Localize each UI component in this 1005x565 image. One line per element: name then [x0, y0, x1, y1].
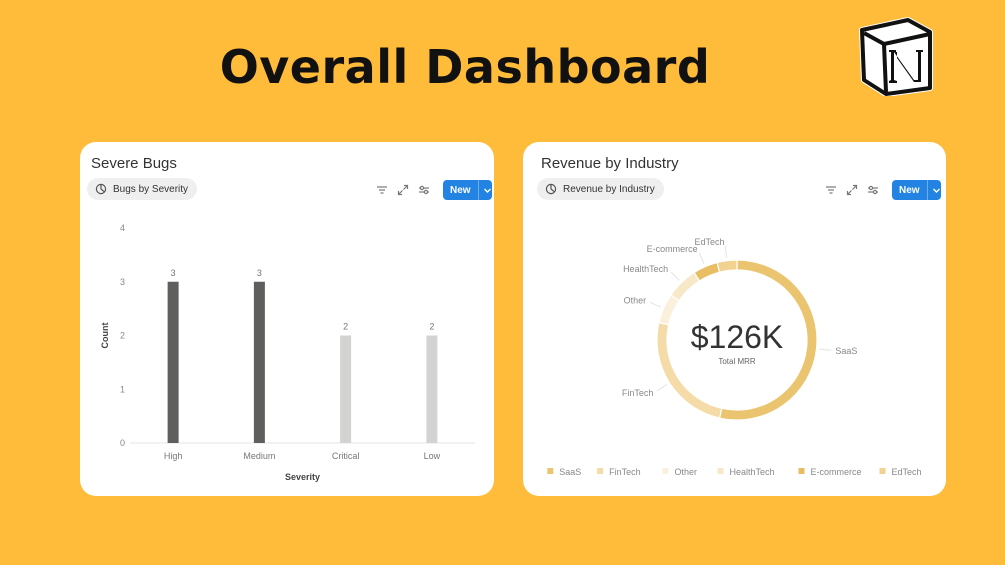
legend-item: FinTech [597, 467, 641, 477]
legend-swatch [798, 468, 805, 474]
legend-swatch [547, 468, 554, 474]
legend-item: EdTech [879, 467, 922, 477]
leader-line [724, 245, 728, 258]
legend-swatch [662, 468, 669, 474]
data-label: 2 [343, 322, 348, 332]
slice-label: FinTech [622, 388, 654, 398]
settings-sliders-icon[interactable] [418, 184, 430, 196]
new-button[interactable]: New [443, 180, 492, 200]
slice [716, 259, 738, 273]
y-tick-label: 0 [120, 438, 125, 448]
toolbar: New [376, 180, 492, 200]
data-label: 3 [257, 268, 262, 278]
expand-icon[interactable] [397, 184, 409, 196]
legend-swatch [597, 468, 604, 474]
view-tab-revenue-by-industry[interactable]: Revenue by Industry [537, 178, 664, 200]
leader-line [819, 348, 832, 351]
expand-icon[interactable] [846, 184, 858, 196]
x-axis-title: Severity [285, 472, 320, 482]
page-title: Overall Dashboard [219, 40, 711, 94]
slice [658, 294, 680, 326]
slice-label: SaaS [835, 346, 857, 356]
chart-view-icon [95, 183, 107, 195]
leader-line [656, 384, 668, 392]
chart-view-icon [545, 183, 557, 195]
legend-label: E-commerce [811, 467, 862, 477]
legend-item: Other [662, 467, 698, 477]
severe-bugs-card: Severe Bugs Bugs by Severity New [80, 142, 494, 496]
legend-item: E-commerce [798, 467, 862, 477]
x-tick-label: Medium [243, 451, 275, 461]
revenue-by-industry-card: Revenue by Industry Revenue by Industry … [523, 142, 946, 496]
donut-chart: SaaSFinTechOtherHealthTechE-commerceEdTe… [547, 237, 922, 477]
leader-line [649, 301, 662, 308]
bar [340, 335, 352, 443]
legend-item: SaaS [547, 467, 581, 477]
y-tick-label: 3 [120, 277, 125, 287]
legend-label: Other [675, 467, 698, 477]
bar-chart: 0 1 2 3 4 3 High 3 Medium 2 Critical 2 Low Severity Co… [100, 223, 475, 482]
y-tick-label: 2 [120, 331, 125, 341]
chevron-down-icon[interactable] [483, 186, 492, 195]
legend-label: HealthTech [730, 467, 775, 477]
new-button-label: New [899, 184, 920, 196]
view-tab-bugs-by-severity[interactable]: Bugs by Severity [87, 178, 198, 200]
card-title: Severe Bugs [91, 155, 177, 172]
bar [253, 281, 265, 443]
x-tick-label: High [164, 451, 183, 461]
chevron-down-icon[interactable] [932, 186, 941, 195]
x-tick-label: Critical [332, 451, 360, 461]
slice [693, 261, 721, 282]
slice-label: E-commerce [647, 244, 698, 254]
y-tick-label: 1 [120, 384, 125, 394]
new-button-label: New [450, 184, 471, 196]
legend-label: FinTech [609, 467, 641, 477]
x-tick-label: Low [424, 451, 441, 461]
y-axis-title: Count [100, 323, 110, 349]
leader-line [670, 271, 680, 281]
toolbar: New [825, 180, 941, 200]
legend-swatch [879, 468, 886, 474]
slice-label: EdTech [695, 237, 725, 247]
filter-icon[interactable] [376, 184, 388, 196]
legend-label: SaaS [559, 467, 581, 477]
data-label: 2 [429, 322, 434, 332]
legend-item: HealthTech [717, 467, 775, 477]
notion-logo-icon [856, 16, 936, 97]
legend-swatch [717, 468, 724, 474]
data-label: 3 [171, 268, 176, 278]
y-tick-label: 4 [120, 223, 125, 233]
bar [426, 335, 438, 443]
view-label: Bugs by Severity [113, 183, 189, 195]
slice-label: HealthTech [623, 264, 668, 274]
center-label: Total MRR [718, 357, 756, 366]
view-label: Revenue by Industry [563, 183, 655, 195]
bar [167, 281, 179, 443]
filter-icon[interactable] [825, 184, 837, 196]
leader-line [698, 252, 705, 265]
new-button[interactable]: New [892, 180, 941, 200]
center-value: $126K [691, 319, 784, 355]
legend-label: EdTech [892, 467, 922, 477]
card-title: Revenue by Industry [541, 155, 679, 172]
slice-label: Other [624, 296, 647, 306]
settings-sliders-icon[interactable] [867, 184, 879, 196]
